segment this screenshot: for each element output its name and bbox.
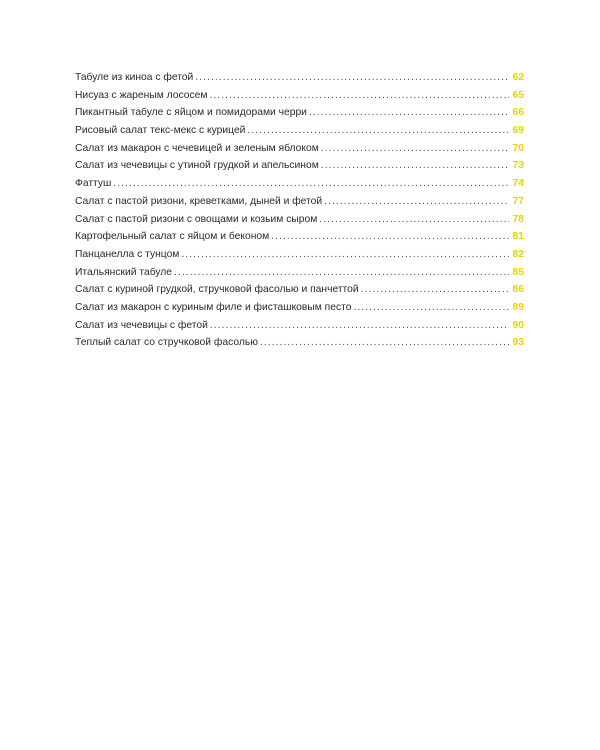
toc-entry-title: Пикантный табуле с яйцом и помидорами че…	[75, 107, 307, 119]
toc-entry[interactable]: Фаттуш 74	[75, 175, 524, 193]
toc-entry-title: Салат с пастой ризони с овощами и козьим…	[75, 213, 318, 225]
toc-entry-page: 62	[512, 72, 524, 83]
toc-entry-page: 89	[512, 301, 524, 313]
toc-entry[interactable]: Салат из чечевицы с фетой 90	[75, 317, 524, 335]
toc-entry-page: 78	[512, 213, 524, 225]
dot-leader	[181, 246, 509, 264]
toc-entry-page: 86	[512, 284, 524, 296]
dot-leader	[260, 334, 509, 352]
toc-entry[interactable]: Теплый салат со стручковой фасолью 93	[75, 334, 524, 352]
toc-entry[interactable]: Итальянский табуле 85	[75, 264, 524, 282]
toc-entry-title: Нисуаз с жареным лососем	[75, 89, 208, 101]
toc-entry[interactable]: Салат с куриной грудкой, стручковой фасо…	[75, 281, 524, 299]
toc-entry-title: Панцанелла с тунцом	[75, 248, 180, 260]
dot-leader	[321, 140, 509, 158]
toc-entry-title: Картофельный салат с яйцом и беконом	[75, 231, 270, 243]
toc-entry-page: 65	[512, 89, 524, 101]
dot-leader	[353, 299, 509, 317]
toc-entry[interactable]: Пикантный табуле с яйцом и помидорами че…	[75, 104, 524, 122]
toc-entry-title: Салат из макарон с куриным филе и фисташ…	[75, 301, 352, 313]
dot-leader	[210, 317, 509, 335]
toc-entry-page: 90	[512, 319, 524, 331]
dot-leader	[319, 211, 509, 229]
toc-entry-title: Теплый салат со стручковой фасолью	[75, 337, 258, 349]
toc-entry-page: 66	[512, 107, 524, 119]
toc-entry-page: 81	[512, 231, 524, 243]
dot-leader	[361, 281, 509, 299]
toc-entry[interactable]: Панцанелла с тунцом 82	[75, 246, 524, 264]
toc-entry-page: 85	[512, 266, 524, 278]
toc-entry[interactable]: Салат из чечевицы с утиной грудкой и апе…	[75, 157, 524, 175]
dot-leader	[321, 157, 509, 175]
dot-leader	[174, 264, 509, 282]
toc-entry[interactable]: Салат из макарон с куриным филе и фисташ…	[75, 299, 524, 317]
toc-entry-title: Итальянский табуле	[75, 266, 173, 278]
toc-entry-page: 82	[512, 248, 524, 260]
toc-entry[interactable]: Салат из макарон с чечевицей и зеленым я…	[75, 140, 524, 158]
dot-leader	[309, 104, 509, 122]
toc-entry[interactable]: Картофельный салат с яйцом и беконом 81	[75, 228, 524, 246]
toc-entry-title: Фаттуш	[75, 178, 112, 190]
toc-entry[interactable]: Салат с пастой ризони с овощами и козьим…	[75, 211, 524, 229]
dot-leader	[271, 228, 509, 246]
toc-entry[interactable]: Салат с пастой ризони, креветками, дыней…	[75, 193, 524, 211]
dot-leader	[113, 175, 509, 193]
toc-entry-page: 69	[512, 125, 524, 137]
toc-entry-page: 73	[512, 160, 524, 172]
toc-entry-title: Рисовый салат текс-мекс с курицей	[75, 125, 246, 137]
toc-entry-page: 74	[512, 178, 524, 190]
toc-entry-title: Салат из чечевицы с утиной грудкой и апе…	[75, 160, 319, 172]
toc-entry[interactable]: Табуле из киноа с фетой 62	[75, 69, 524, 87]
dot-leader	[324, 193, 509, 211]
toc-entry-title: Салат с пастой ризони, креветками, дыней…	[75, 195, 323, 207]
toc-entry-page: 93	[512, 337, 524, 349]
toc-entry-title: Табуле из киноа с фетой	[75, 72, 194, 83]
dot-leader	[209, 87, 509, 105]
toc-entry-page: 77	[512, 195, 524, 207]
dot-leader	[247, 122, 509, 140]
dot-leader	[195, 69, 509, 87]
toc-entry[interactable]: Рисовый салат текс-мекс с курицей 69	[75, 122, 524, 140]
toc-entry-page: 70	[512, 142, 524, 154]
toc-entry-title: Салат из макарон с чечевицей и зеленым я…	[75, 142, 319, 154]
toc-entry[interactable]: Нисуаз с жареным лососем 65	[75, 87, 524, 105]
toc-entry-title: Салат с куриной грудкой, стручковой фасо…	[75, 284, 359, 296]
table-of-contents: Табуле из киноа с фетой 62 Нисуаз с жарены…	[75, 69, 524, 352]
toc-entry-title: Салат из чечевицы с фетой	[75, 319, 208, 331]
